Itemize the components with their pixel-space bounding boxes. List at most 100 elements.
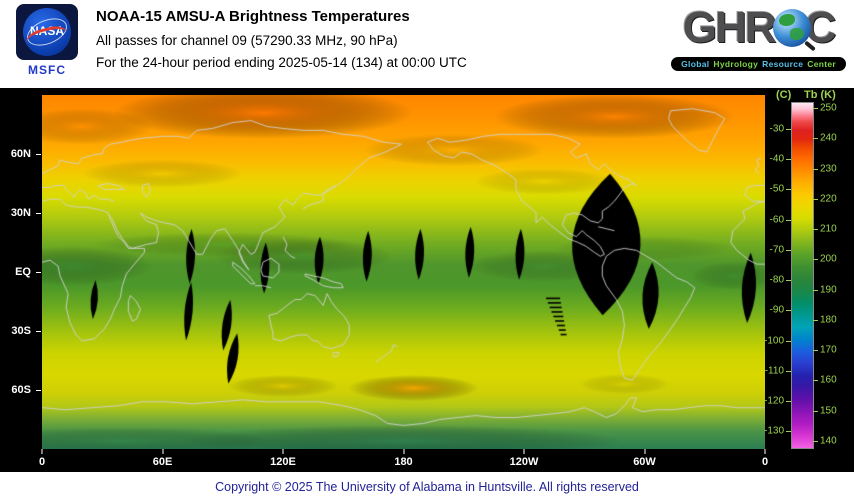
colorbar-celsius-header: (C) — [776, 89, 792, 101]
lat-tick-label: 60N — [10, 148, 31, 160]
colorbar-kelvin-tick-label: 160 — [820, 374, 837, 386]
ghrc-acronym-prefix: GHR — [682, 3, 777, 52]
colorbar-tickmark — [813, 350, 818, 352]
colorbar-celsius-tick-label: -40 — [769, 153, 784, 165]
colorbar-celsius-tick-label: -90 — [769, 304, 784, 316]
lon-tick-label: 60W — [633, 456, 656, 468]
title-block: NOAA-15 AMSU-A Brightness Temperatures A… — [96, 8, 467, 77]
colorbar-tickmark — [813, 229, 818, 231]
colorbar-tickmark — [813, 410, 818, 412]
lon-tickmark — [282, 449, 284, 454]
nasa-insignia: NASA — [16, 4, 78, 60]
lat-tickmark — [36, 390, 41, 391]
colorbar-kelvin-tick-label: 140 — [820, 435, 837, 447]
colorbar-celsius-tick-label: -30 — [769, 123, 784, 135]
lat-tick-label: 60S — [11, 384, 31, 396]
lon-axis: 0 60E 120E 180 120W 60W 0 — [38, 449, 769, 472]
colorbar-tickmark — [786, 370, 791, 372]
header: NASA MSFC NOAA-15 AMSU-A Brightness Temp… — [0, 0, 854, 88]
lon-tickmark — [523, 449, 525, 454]
colorbar-tickmark — [786, 128, 791, 130]
nasa-logo[interactable]: NASA MSFC — [12, 4, 82, 77]
copyright-text: Copyright © 2025 The University of Alaba… — [215, 480, 639, 494]
lon-tickmark — [644, 449, 645, 454]
colorbar-tickmark — [786, 159, 791, 161]
lon-tickmark — [162, 449, 163, 454]
colorbar-celsius-tick-label: -50 — [769, 183, 784, 195]
visualization: 60N 30N EQ 30S 60S 0 60E 120E 180 120W 60W 0 (C) T… — [0, 88, 854, 472]
lon-tickmark — [403, 449, 404, 454]
colorbar-celsius-tick-label: -130 — [763, 425, 784, 437]
nasa-meatball-icon: NASA — [23, 8, 71, 56]
colorbar-tickmark — [813, 319, 818, 321]
colorbar-kelvin-tick-label: 180 — [820, 314, 837, 326]
msfc-label: MSFC — [28, 63, 66, 77]
ghrc-tagline-word: Resource — [762, 59, 804, 69]
colorbar-kelvin-tick-label: 250 — [820, 102, 837, 114]
lat-tickmark — [36, 154, 41, 155]
lon-tick-label: 0 — [38, 456, 46, 468]
colorbar-tickmark — [786, 401, 791, 403]
globe-landmass — [789, 28, 804, 40]
colorbar-tickmark — [786, 280, 791, 282]
lat-tickmark — [36, 272, 41, 273]
map-canvas — [42, 95, 765, 449]
lat-axis: 60N 30N EQ 30S 60S — [0, 88, 42, 472]
colorbar-celsius-tick-label: -100 — [763, 335, 784, 347]
colorbar-kelvin-tick-label: 230 — [820, 163, 837, 175]
colorbar: (C) Tb (K) 250 240 230 220 210 200 190 180 170 16… — [764, 88, 854, 472]
globe-landmass — [778, 14, 795, 26]
colorbar-tickmark — [786, 219, 791, 221]
colorbar-kelvin-header: Tb (K) — [804, 89, 836, 101]
colorbar-kelvin-tick-label: 210 — [820, 223, 837, 235]
colorbar-gradient — [791, 102, 814, 449]
colorbar-tickmark — [813, 108, 818, 110]
ghrc-tagline: Global Hydrology Resource Center — [671, 57, 846, 71]
colorbar-tickmark — [813, 440, 818, 442]
colorbar-tickmark — [786, 189, 791, 191]
colorbar-celsius-tick-label: -70 — [769, 244, 784, 256]
lon-tick-label: 180 — [394, 456, 413, 468]
globe-icon — [772, 9, 816, 52]
ghrc-tagline-word: Center — [807, 59, 836, 69]
ghrc-acronym: GHR C — [671, 2, 846, 54]
colorbar-tickmark — [813, 138, 818, 140]
page-title: NOAA-15 AMSU-A Brightness Temperatures — [96, 8, 410, 25]
ghrc-logo[interactable]: GHR C Global Hydrology Resource Center — [671, 2, 846, 72]
colorbar-kelvin-tick-label: 220 — [820, 193, 837, 205]
colorbar-celsius-tick-label: -110 — [764, 365, 784, 377]
lat-tickmark — [36, 213, 41, 214]
subtitle-period: For the 24-hour period ending 2025-05-14… — [96, 55, 467, 70]
colorbar-kelvin-tick-label: 190 — [820, 284, 837, 296]
lat-tick-label: 30S — [11, 325, 31, 337]
colorbar-tickmark — [786, 340, 791, 342]
subtitle-channel: All passes for channel 09 (57290.33 MHz,… — [96, 33, 398, 48]
colorbar-kelvin-tick-label: 200 — [820, 253, 837, 265]
lon-tick-label: 120E — [270, 456, 296, 468]
colorbar-celsius-tick-label: -80 — [769, 274, 784, 286]
ghrc-tagline-word: Global — [681, 59, 710, 69]
lat-tick-label: EQ — [15, 266, 31, 278]
lon-tick-label: 60E — [152, 456, 173, 468]
colorbar-tickmark — [813, 380, 818, 382]
colorbar-kelvin-tick-label: 150 — [820, 405, 837, 417]
lat-tick-label: 30N — [10, 207, 31, 219]
lon-tick-label: 0 — [761, 456, 769, 468]
colorbar-tickmark — [813, 198, 818, 200]
colorbar-kelvin-tick-label: 170 — [820, 344, 837, 356]
lon-tick-label: 120W — [509, 456, 539, 468]
footer: Copyright © 2025 The University of Alaba… — [0, 472, 854, 502]
colorbar-tickmark — [813, 259, 818, 261]
colorbar-celsius-tick-label: -120 — [763, 395, 784, 407]
colorbar-tickmark — [786, 249, 791, 251]
nasa-insignia-text: NASA — [29, 23, 65, 38]
lon-tickmark — [41, 449, 43, 454]
colorbar-kelvin-tick-label: 240 — [820, 132, 837, 144]
lon-tickmark — [764, 449, 766, 454]
lat-tickmark — [36, 331, 41, 332]
colorbar-tickmark — [813, 168, 818, 170]
colorbar-celsius-tick-label: -60 — [769, 214, 784, 226]
colorbar-tickmark — [786, 431, 791, 433]
colorbar-tickmark — [786, 310, 791, 312]
